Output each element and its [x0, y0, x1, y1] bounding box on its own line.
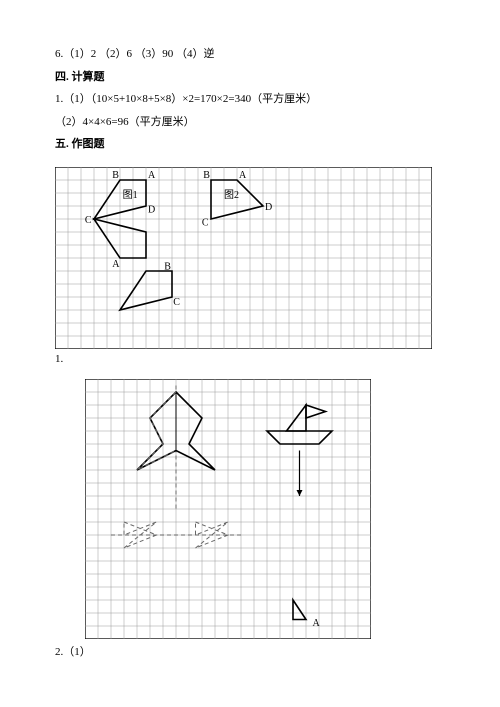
svg-text:A: A	[112, 259, 120, 270]
q1-number: 1.	[55, 353, 63, 365]
svg-text:图1: 图1	[123, 189, 138, 201]
diagram-2: A	[85, 379, 371, 639]
svg-text:A: A	[148, 170, 156, 181]
q2-number: 2.（1）	[55, 643, 91, 659]
svg-text:D: D	[265, 201, 272, 212]
svg-text:C: C	[173, 296, 180, 307]
calc-line-1: 1.（1）（10×5+10×8+5×8）×2=170×2=340（平方厘米）	[55, 91, 445, 108]
answer-line-6: 6.（1）2 （2）6 （3）90 （4）逆	[55, 46, 445, 63]
svg-text:D: D	[148, 204, 155, 215]
svg-text:B: B	[164, 261, 171, 272]
svg-text:A: A	[313, 618, 321, 629]
svg-text:B: B	[203, 170, 210, 181]
diagram-1: BADC图1BADC图2ABC	[55, 167, 432, 349]
svg-text:C: C	[85, 214, 92, 225]
svg-text:B: B	[112, 170, 119, 181]
svg-text:C: C	[202, 217, 209, 228]
svg-text:A: A	[239, 170, 247, 181]
svg-text:图2: 图2	[224, 189, 239, 201]
section-4-title: 四. 计算题	[55, 69, 445, 86]
section-5-title: 五. 作图题	[55, 136, 445, 153]
calc-line-2: （2）4×4×6=96（平方厘米）	[55, 114, 445, 131]
